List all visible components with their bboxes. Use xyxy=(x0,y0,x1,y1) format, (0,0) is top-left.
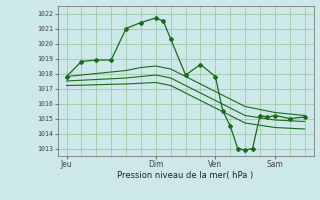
X-axis label: Pression niveau de la mer( hPa ): Pression niveau de la mer( hPa ) xyxy=(117,171,254,180)
